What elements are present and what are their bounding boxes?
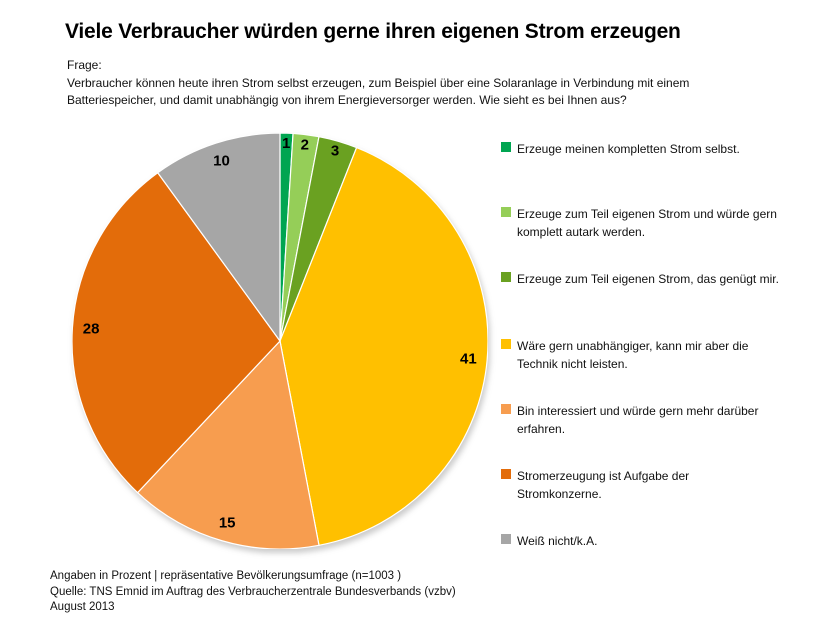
legend-item: Erzeuge zum Teil eigenen Strom und würde… <box>501 205 777 241</box>
legend-swatch <box>501 272 511 282</box>
legend-item-label: Erzeuge meinen kompletten Strom selbst. <box>517 142 740 156</box>
legend-item: Erzeuge zum Teil eigenen Strom, das genü… <box>501 270 779 288</box>
legend-item-label: Erzeuge zum Teil eigenen Strom und würde… <box>517 207 777 239</box>
slice-value-label: 15 <box>219 514 236 531</box>
legend-swatch <box>501 469 511 479</box>
survey-question: Frage: Verbraucher können heute ihren St… <box>67 58 690 107</box>
slice-value-label: 3 <box>331 143 339 160</box>
pie-slice-4 <box>136 339 320 549</box>
pie-slice-3 <box>279 146 488 547</box>
legend-swatch <box>501 534 511 544</box>
legend-swatch <box>501 339 511 349</box>
source-note: Angaben in Prozent | repräsentative Bevö… <box>50 570 456 613</box>
legend-item-label: Wäre gern unabhängiger, kann mir aber di… <box>517 339 749 371</box>
legend-item: Weiß nicht/k.A. <box>501 532 597 550</box>
legend-item-label: Erzeuge zum Teil eigenen Strom, das genü… <box>517 272 779 286</box>
slice-value-label: 28 <box>83 321 100 338</box>
pie-chart: 1 2 3 41 15 28 10 <box>72 133 488 549</box>
legend-item-label: Bin interessiert und würde gern mehr dar… <box>517 404 759 436</box>
pie-slice-6 <box>156 133 281 343</box>
chart-title: Viele Verbraucher würden gerne ihren eig… <box>65 20 681 43</box>
legend-swatch <box>501 142 511 152</box>
legend-item: Wäre gern unabhängiger, kann mir aber di… <box>501 337 748 373</box>
pie-slice-5 <box>72 171 281 494</box>
legend-item: Stromerzeugung ist Aufgabe der Stromkonz… <box>501 467 689 503</box>
legend-swatch <box>501 404 511 414</box>
slice-value-label: 41 <box>460 350 477 367</box>
legend-item: Erzeuge meinen kompletten Strom selbst. <box>501 140 740 158</box>
slice-value-label: 10 <box>213 153 230 170</box>
legend-item-label: Stromerzeugung ist Aufgabe der Stromkonz… <box>517 469 690 501</box>
legend-item-label: Weiß nicht/k.A. <box>517 534 598 548</box>
slice-value-label: 2 <box>301 137 309 154</box>
slice-value-label: 1 <box>282 135 290 152</box>
legend-item: Bin interessiert und würde gern mehr dar… <box>501 402 758 438</box>
legend-swatch <box>501 207 511 217</box>
